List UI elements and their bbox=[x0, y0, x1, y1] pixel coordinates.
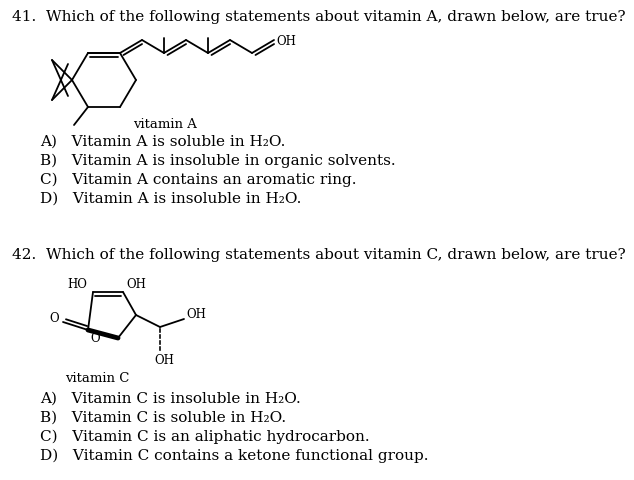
Text: A)   Vitamin A is soluble in H₂O.: A) Vitamin A is soluble in H₂O. bbox=[40, 135, 285, 149]
Text: C)   Vitamin C is an aliphatic hydrocarbon.: C) Vitamin C is an aliphatic hydrocarbon… bbox=[40, 430, 370, 444]
Text: OH: OH bbox=[276, 35, 296, 48]
Text: A)   Vitamin C is insoluble in H₂O.: A) Vitamin C is insoluble in H₂O. bbox=[40, 392, 301, 406]
Text: vitamin A: vitamin A bbox=[133, 118, 197, 131]
Text: OH: OH bbox=[186, 309, 206, 322]
Text: OH: OH bbox=[154, 354, 174, 367]
Text: C)   Vitamin A contains an aromatic ring.: C) Vitamin A contains an aromatic ring. bbox=[40, 173, 356, 187]
Text: B)   Vitamin C is soluble in H₂O.: B) Vitamin C is soluble in H₂O. bbox=[40, 411, 286, 425]
Text: D)   Vitamin A is insoluble in H₂O.: D) Vitamin A is insoluble in H₂O. bbox=[40, 192, 301, 206]
Text: 41.  Which of the following statements about vitamin A, drawn below, are true?: 41. Which of the following statements ab… bbox=[12, 10, 626, 24]
Text: O: O bbox=[90, 332, 100, 345]
Text: B)   Vitamin A is insoluble in organic solvents.: B) Vitamin A is insoluble in organic sol… bbox=[40, 154, 396, 168]
Text: D)   Vitamin C contains a ketone functional group.: D) Vitamin C contains a ketone functiona… bbox=[40, 449, 429, 463]
Text: vitamin C: vitamin C bbox=[65, 372, 129, 385]
Text: 42.  Which of the following statements about vitamin C, drawn below, are true?: 42. Which of the following statements ab… bbox=[12, 248, 626, 262]
Text: OH: OH bbox=[126, 278, 146, 291]
Text: O: O bbox=[49, 312, 58, 324]
Text: HO: HO bbox=[67, 278, 87, 291]
